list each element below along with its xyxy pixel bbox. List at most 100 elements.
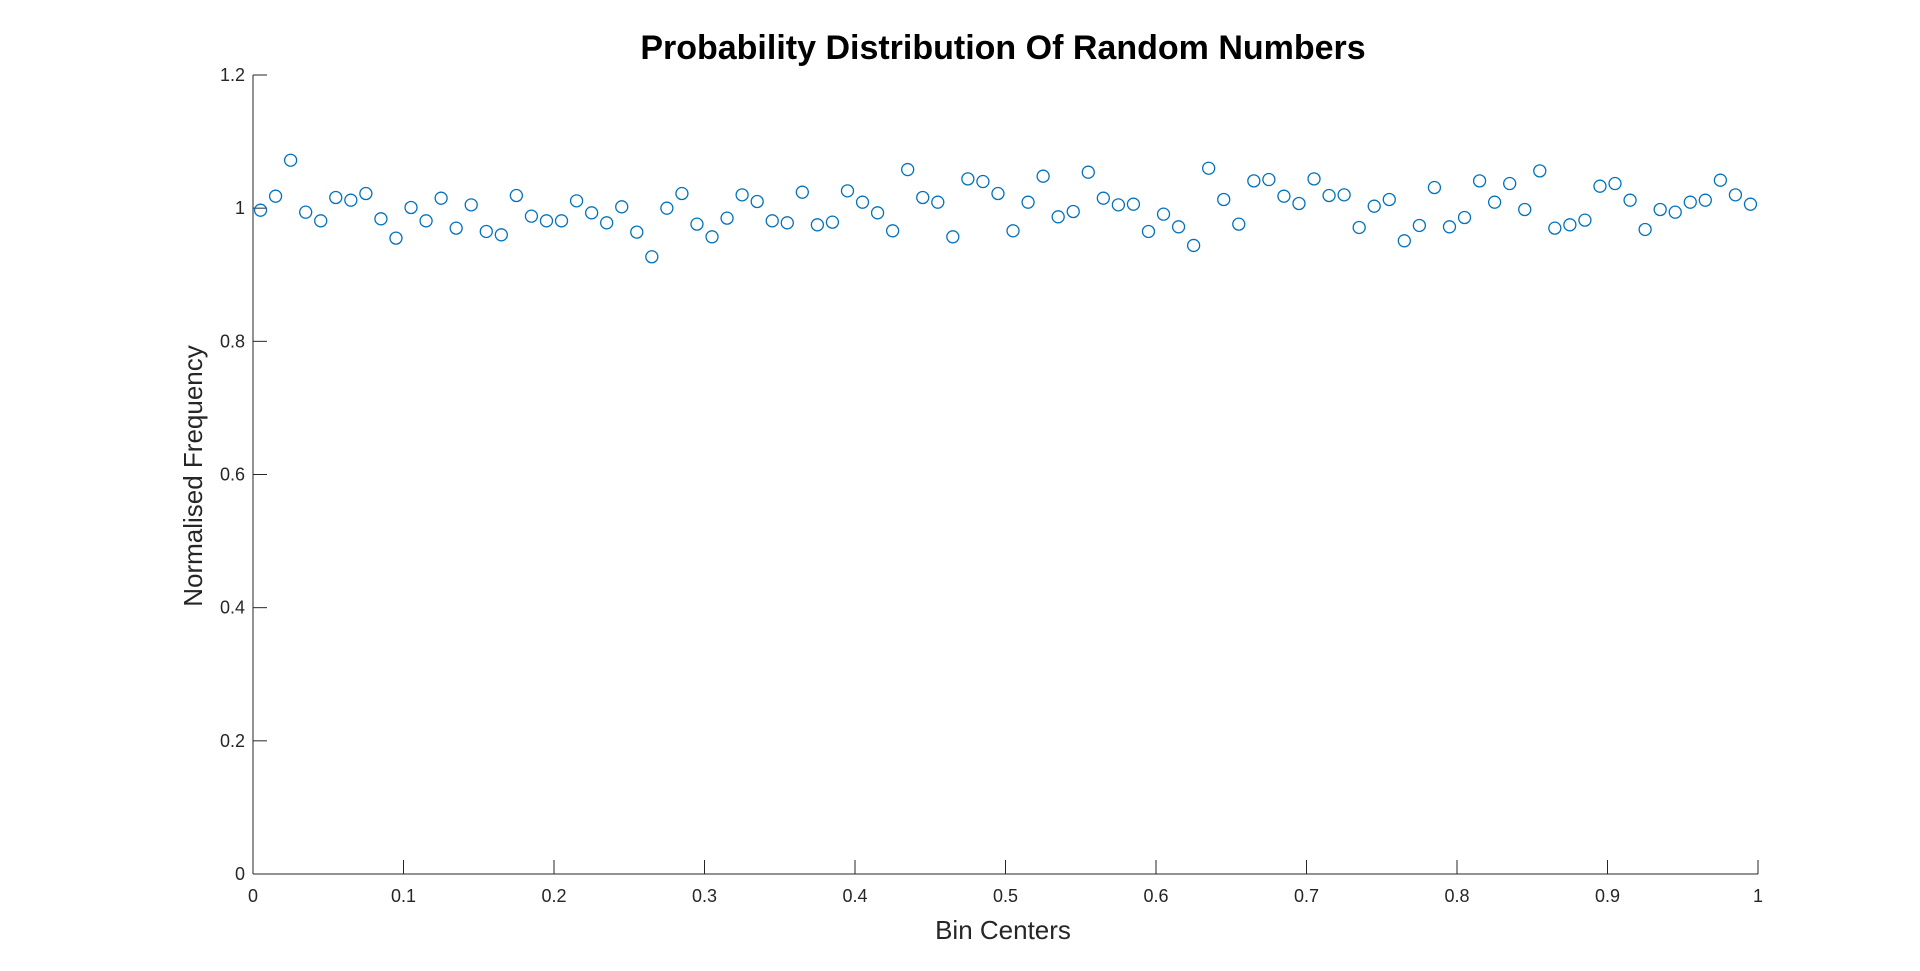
data-point [1487,195,1502,209]
data-point [314,214,328,228]
x-axis-ticks: 0 0.1 0.2 0.3 0.4 0.5 0.6 0.7 0.8 0.9 1 [248,860,1763,906]
data-point [509,188,524,203]
data-point [1608,176,1622,191]
y-tick-label: 0 [235,864,245,884]
data-point [283,153,298,167]
data-point [1036,169,1050,183]
data-points [253,153,1758,264]
data-point [976,174,990,189]
data-point [1247,174,1261,188]
data-point [449,221,463,235]
data-point [946,230,960,244]
data-point [1111,198,1126,212]
chart-title: Probability Distribution Of Random Numbe… [640,29,1365,67]
data-point [720,211,734,225]
data-point [765,214,779,228]
data-point [1051,210,1065,224]
x-tick-label: 1 [1753,886,1763,906]
data-point [690,217,704,231]
data-point [1638,222,1652,237]
data-point [524,209,539,223]
x-tick-label: 0.7 [1294,886,1319,906]
data-point [1743,197,1758,211]
data-point [1171,220,1186,234]
data-point [615,200,629,214]
data-point [1713,173,1728,187]
data-point [1533,164,1547,178]
data-point [1262,172,1276,187]
data-point [268,189,283,203]
data-point [1563,218,1577,232]
y-tick-label: 0.4 [220,598,245,618]
data-point [1698,193,1712,207]
data-point [1096,191,1110,205]
data-point [1397,234,1411,248]
data-point [735,188,749,202]
y-tick-label: 1 [235,198,245,218]
y-tick-label: 0.8 [220,331,245,351]
data-point [494,228,508,242]
data-point [1728,188,1743,202]
data-point [675,186,689,201]
x-tick-label: 0.3 [692,886,717,906]
data-point [569,194,584,208]
data-point [1457,210,1472,225]
data-point [870,206,885,220]
data-point [344,193,358,207]
data-point [404,200,418,215]
data-point [961,172,975,186]
x-tick-label: 0.9 [1595,886,1620,906]
data-point [329,190,343,205]
data-point [840,184,855,198]
data-point [1277,189,1291,203]
data-point [479,224,493,239]
data-point [1367,199,1381,213]
data-point [901,162,915,177]
axes [252,75,1758,875]
data-point [795,185,809,199]
data-point [1217,192,1231,207]
data-point [253,203,268,217]
data-point [1472,174,1487,188]
data-point [1412,218,1427,233]
data-point [1156,207,1171,221]
data-point [1141,224,1156,239]
data-point [1337,188,1351,202]
data-point [1081,165,1095,179]
data-point [1352,220,1366,235]
data-point [1307,172,1321,186]
data-point [885,224,900,238]
data-point [1066,204,1080,219]
data-point [1322,188,1336,203]
data-point [1503,176,1517,191]
data-point [855,195,870,209]
data-point [464,198,478,212]
data-point [916,190,930,205]
data-point [645,250,659,264]
data-point [359,186,373,201]
data-point [1668,205,1682,219]
x-tick-label: 0.1 [391,886,416,906]
data-point [584,206,599,220]
data-point [1653,202,1667,217]
data-point [434,191,448,205]
data-point [1006,224,1020,238]
data-point [1623,193,1637,207]
x-tick-label: 0.2 [541,886,566,906]
data-point [1202,161,1216,175]
data-point [554,214,569,228]
data-point [419,214,433,228]
x-tick-label: 0.6 [1143,886,1168,906]
data-point [825,215,840,229]
data-point [1382,192,1396,207]
x-tick-label: 0 [248,886,258,906]
y-tick-label: 0.6 [220,465,245,485]
data-point [1021,195,1035,209]
x-axis-label: Bin Centers [935,915,1071,945]
data-point [660,201,674,215]
y-axis-label: Normalised Frequency [178,345,208,607]
data-point [705,230,719,244]
data-point [1427,180,1442,195]
data-point [630,225,644,239]
